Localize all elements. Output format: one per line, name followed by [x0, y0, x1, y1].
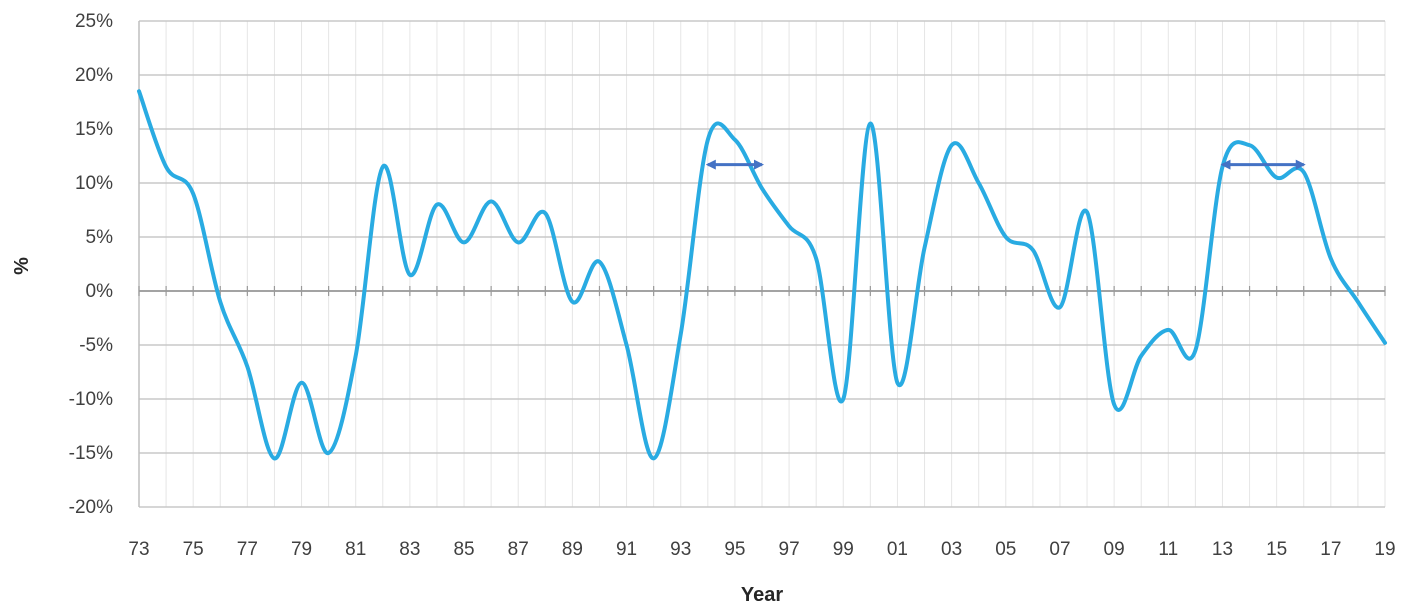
x-tick-label: 99	[833, 539, 854, 560]
x-tick-label: 01	[887, 539, 908, 560]
x-tick-label: 75	[183, 539, 204, 560]
x-tick-label: 97	[779, 539, 800, 560]
y-tick-label: -20%	[69, 497, 113, 518]
x-tick-label: 89	[562, 539, 583, 560]
x-tick-label: 15	[1266, 539, 1287, 560]
x-tick-label: 11	[1158, 539, 1178, 560]
y-tick-label: 0%	[86, 281, 114, 302]
x-tick-label: 93	[670, 539, 691, 560]
x-tick-label: 85	[453, 539, 474, 560]
axes	[138, 21, 1386, 507]
y-tick-label: 15%	[75, 119, 113, 140]
x-tick-label: 73	[128, 539, 149, 560]
x-tick-label: 19	[1374, 539, 1395, 560]
y-tick-label: -10%	[69, 389, 113, 410]
x-tick-label: 81	[345, 539, 366, 560]
x-tick-label: 91	[616, 539, 637, 560]
y-tick-label: -5%	[79, 335, 113, 356]
series-layer	[137, 89, 1387, 461]
tick-labels: -20% -15% -10% -5% 0% 5% 10% 15% 20% 25% 73 75 77 79 8…	[69, 11, 1396, 560]
y-tick-label: 5%	[86, 227, 114, 248]
x-tick-label: 07	[1049, 539, 1070, 560]
x-tick-label: 87	[508, 539, 529, 560]
x-axis-title: Year	[741, 584, 783, 606]
y-tick-label: 10%	[75, 173, 113, 194]
gridlines	[138, 20, 1386, 508]
x-tick-label: 17	[1320, 539, 1341, 560]
y-tick-label: -15%	[69, 443, 113, 464]
x-tick-label: 05	[995, 539, 1016, 560]
y-axis-title: %	[11, 257, 33, 275]
series-line	[137, 89, 1387, 461]
x-tick-label: 09	[1104, 539, 1125, 560]
x-tick-label: 03	[941, 539, 962, 560]
x-tick-label: 83	[399, 539, 420, 560]
y-tick-label: 20%	[75, 65, 113, 86]
x-tick-label: 77	[237, 539, 258, 560]
x-tick-label: 79	[291, 539, 312, 560]
y-tick-label: 25%	[75, 11, 113, 32]
x-tick-label: 13	[1212, 539, 1233, 560]
x-tick-label: 95	[724, 539, 745, 560]
